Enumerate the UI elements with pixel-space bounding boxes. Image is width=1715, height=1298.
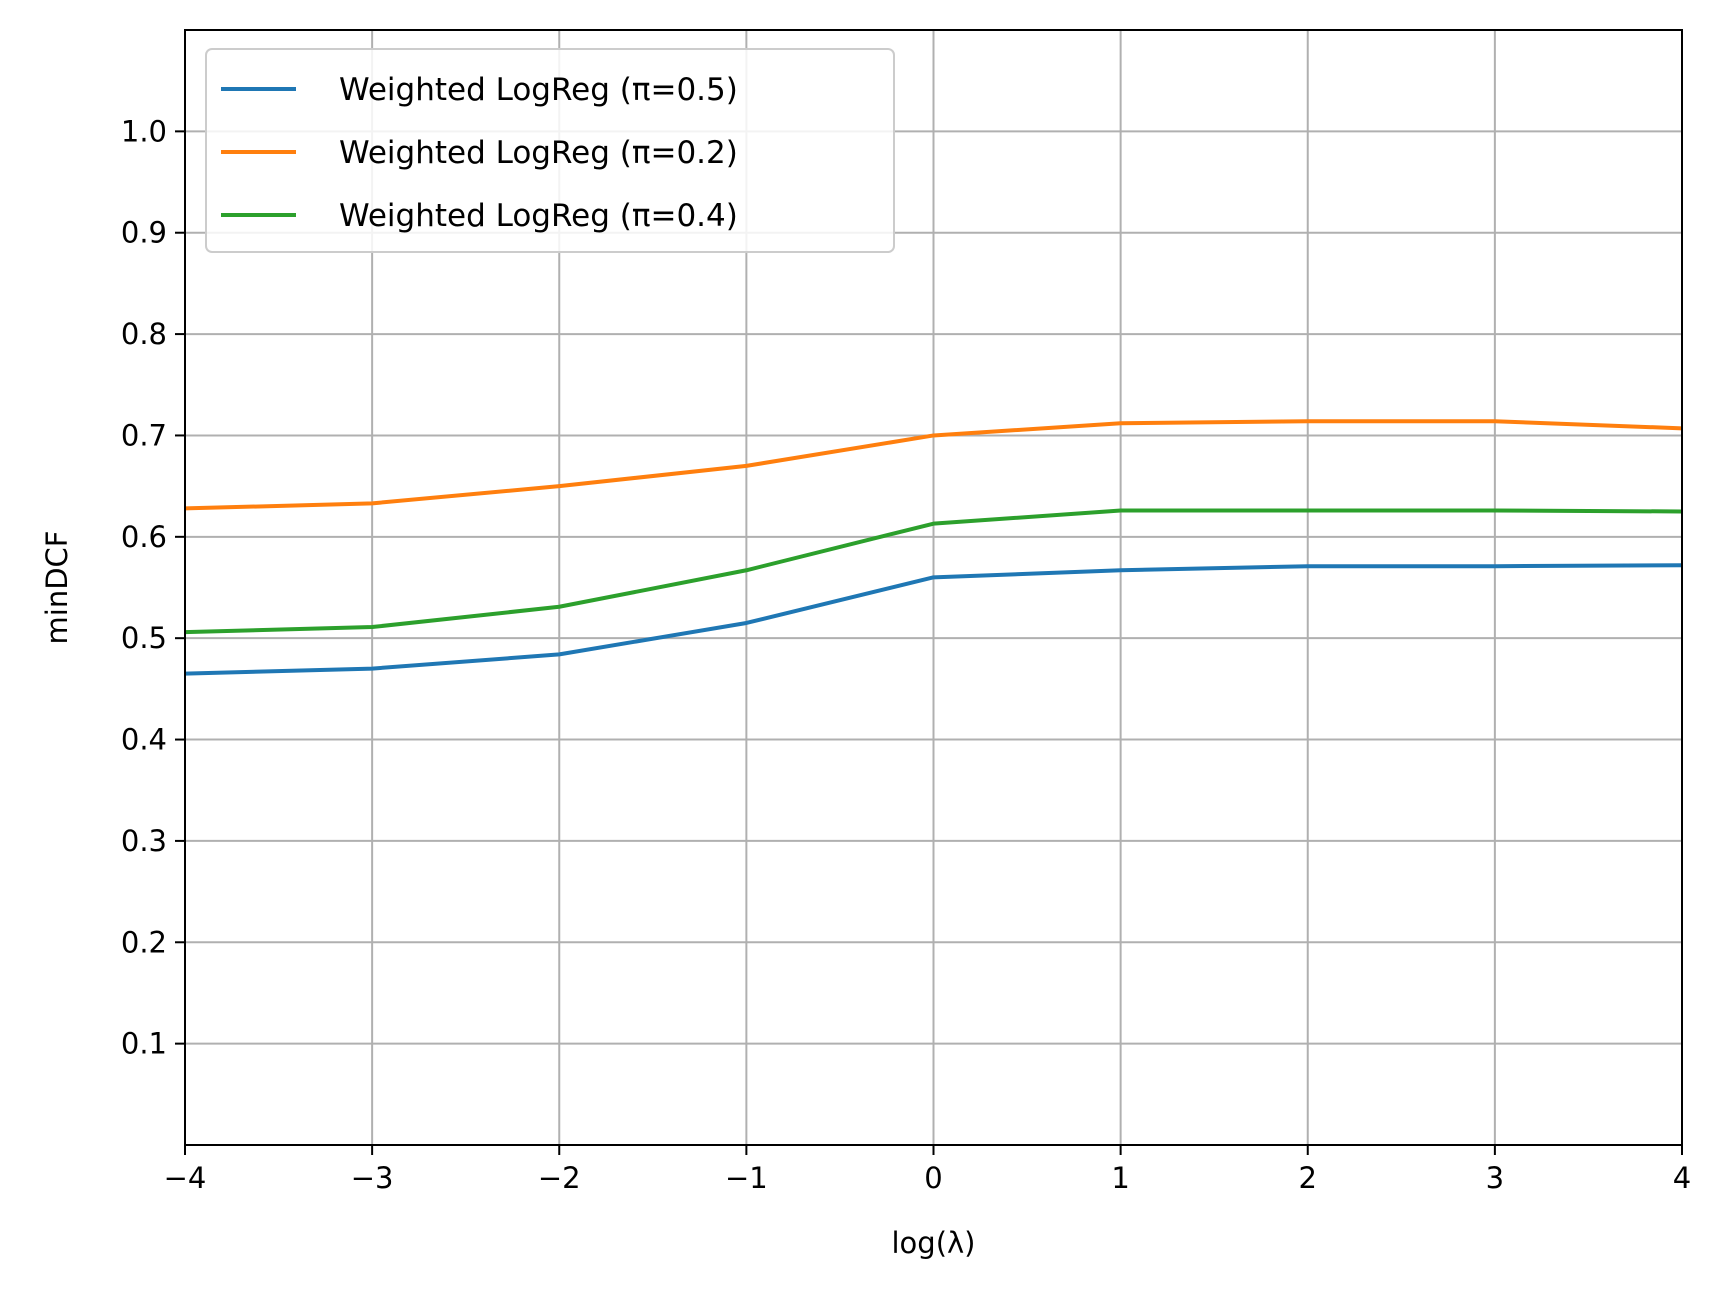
y-tick-label: 0.9 (121, 216, 167, 250)
legend: Weighted LogReg (π=0.5) Weighted LogReg (… (205, 48, 895, 253)
x-tick-label: −3 (351, 1161, 394, 1195)
x-tick-label: 2 (1299, 1161, 1317, 1195)
y-tick-label: 0.3 (121, 824, 167, 858)
axis-ticks: −4 −3 −2 −1 0 1 2 3 4 0.1 0.2 0.3 0.4 0.5 0.6 0.7 0.8 0.9… (121, 114, 1691, 1195)
y-axis-label: minDCF (40, 531, 74, 645)
x-tick-label: 1 (1111, 1161, 1129, 1195)
y-tick-label: 1.0 (121, 114, 167, 148)
x-tick-label: −4 (164, 1161, 207, 1195)
x-tick-label: 4 (1673, 1161, 1691, 1195)
x-axis-label: log(λ) (892, 1226, 976, 1260)
x-tick-label: 0 (924, 1161, 942, 1195)
x-tick-label: −2 (538, 1161, 581, 1195)
y-tick-label: 0.4 (121, 723, 167, 757)
legend-box (205, 48, 895, 253)
x-tick-label: −1 (725, 1161, 768, 1195)
series-line-1 (184, 563, 1683, 676)
x-tick-label: 3 (1486, 1161, 1504, 1195)
series-line-3 (184, 508, 1683, 635)
y-tick-label: 0.8 (121, 317, 167, 351)
legend-label-3: Weighted LogReg (π=0.4) (339, 198, 738, 234)
y-tick-label: 0.6 (121, 520, 167, 554)
y-tick-label: 0.5 (121, 621, 167, 655)
legend-label-1: Weighted LogReg (π=0.5) (339, 72, 738, 108)
series-line-2 (184, 419, 1683, 511)
y-tick-label: 0.2 (121, 925, 167, 959)
y-tick-label: 0.1 (121, 1027, 167, 1061)
y-tick-label: 0.7 (121, 418, 167, 452)
grid (184, 30, 1683, 1145)
legend-label-2: Weighted LogReg (π=0.2) (339, 135, 738, 171)
series-lines (184, 419, 1683, 676)
